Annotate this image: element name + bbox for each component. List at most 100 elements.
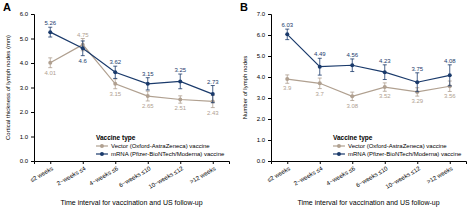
point <box>383 85 387 89</box>
series-line <box>287 34 450 82</box>
x-tick-label: >12 weeks <box>426 165 454 185</box>
legend-title: Vaccine type <box>333 134 373 142</box>
y-tick-mark <box>268 35 271 36</box>
error-bar <box>81 41 85 56</box>
error-bar <box>48 27 52 37</box>
y-axis-line <box>31 15 35 162</box>
legend-item: Vector (Oxford-AstraZeneca) vaccine <box>96 143 210 149</box>
y-tick-label: 1.0 <box>20 134 29 140</box>
y-tick-mark <box>268 56 271 57</box>
data-label: 3.29 <box>411 98 423 104</box>
data-label: 3.7 <box>316 91 325 97</box>
legend-item: mRNA (Pfizer-BioNTech/Moderna) vaccine <box>96 151 225 157</box>
x-tick-label: 4~weeks ≤6 <box>88 165 119 187</box>
x-tick-label: 2~weeks ≤4 <box>293 165 324 187</box>
error-bar <box>285 75 289 83</box>
x-tick-label: 2~weeks ≤4 <box>56 165 87 187</box>
y-tick: 4.0 <box>257 74 271 80</box>
series-line <box>50 32 213 94</box>
legend-marker <box>337 152 341 156</box>
y-tick-label: 6.0 <box>257 32 266 38</box>
point <box>318 81 322 85</box>
y-axis-line <box>268 15 272 162</box>
error-bar <box>448 65 452 86</box>
data-label: 3.52 <box>379 93 391 99</box>
point <box>211 92 215 96</box>
x-tick: ≤2 weeks <box>266 161 291 183</box>
error-bar <box>48 58 52 68</box>
point <box>285 32 289 36</box>
y-tick-label: 5.0 <box>20 36 29 42</box>
data-label: 4.75 <box>77 32 89 38</box>
error-bar <box>178 96 182 103</box>
x-tick: 2~weeks ≤4 <box>293 161 324 187</box>
data-label: 6.03 <box>281 22 293 28</box>
x-axis-title: Time interval for vaccination and US fol… <box>297 199 439 207</box>
marks <box>48 27 215 107</box>
y-tick: 0.0 <box>20 158 34 164</box>
data-label: 3.62 <box>109 59 121 65</box>
x-tick-label: 4~weeks ≤6 <box>325 165 356 187</box>
error-bar <box>383 83 387 91</box>
y-tick-label: 7.0 <box>257 11 266 17</box>
x-tick-mark <box>352 161 353 164</box>
y-tick-label: 2.0 <box>257 116 266 122</box>
y-tick-label: 0.0 <box>20 158 29 164</box>
series <box>285 75 452 101</box>
x-tick-mark <box>287 161 288 164</box>
error-bar <box>415 73 419 92</box>
series <box>285 29 452 92</box>
x-tick: 4~weeks ≤6 <box>88 161 119 187</box>
data-label: 4.08 <box>444 58 456 64</box>
y-tick: 2.0 <box>20 109 34 115</box>
series <box>48 27 215 102</box>
legend-label: mRNA (Pfizer-BioNTech/Moderna) vaccine <box>111 151 225 157</box>
y-tick-mark <box>31 39 34 40</box>
error-bar <box>146 91 150 101</box>
legend-title: Vaccine type <box>96 134 136 142</box>
point <box>448 73 452 77</box>
x-axis-line <box>35 162 230 165</box>
x-tick: >12 weeks <box>189 161 217 185</box>
data-label: 3.25 <box>174 67 186 73</box>
point <box>113 82 117 86</box>
data-label: 3.15 <box>109 91 121 97</box>
y-tick-mark <box>31 137 34 138</box>
x-tick-mark <box>148 161 149 164</box>
y-tick: 7.0 <box>257 11 271 17</box>
panel-title: B <box>240 1 248 13</box>
error-bar <box>113 66 117 78</box>
y-tick: 6.0 <box>257 32 271 38</box>
x-axis-title: Time interval for vaccination and US fol… <box>60 199 202 207</box>
x-tick-mark <box>83 161 84 164</box>
point <box>285 77 289 81</box>
data-label: 2.43 <box>207 110 219 116</box>
point <box>48 30 52 34</box>
error-bar <box>318 58 322 75</box>
data-label: 4.49 <box>314 51 326 57</box>
data-label: 2.65 <box>142 103 154 109</box>
y-tick: 6.0 <box>20 11 34 17</box>
y-tick-mark <box>268 98 271 99</box>
data-labels: 4.014.753.152.652.512.435.264.63.623.153… <box>44 20 219 115</box>
y-axis: 0.01.02.03.04.05.06.0 <box>20 11 35 164</box>
error-bar <box>113 79 117 89</box>
y-tick-mark <box>268 161 271 162</box>
y-tick-label: 5.0 <box>257 53 266 59</box>
y-tick-label: 4.0 <box>257 74 266 80</box>
x-axis-line <box>272 162 467 165</box>
point <box>178 98 182 102</box>
x-tick-mark <box>50 161 51 164</box>
y-axis-title: Number of lymph nodes <box>242 56 248 120</box>
error-bar <box>178 74 182 89</box>
point <box>318 65 322 69</box>
point <box>383 70 387 74</box>
data-label: 3.56 <box>444 93 456 99</box>
data-label: 4.6 <box>79 58 88 64</box>
x-tick-mark <box>115 161 116 164</box>
legend-marker <box>100 144 104 148</box>
legend-marker <box>337 144 341 148</box>
point <box>178 79 182 83</box>
x-axis: ≤2 weeks2~weeks ≤44~weeks ≤66~weeks ≤101… <box>29 161 229 190</box>
y-tick-mark <box>31 14 34 15</box>
